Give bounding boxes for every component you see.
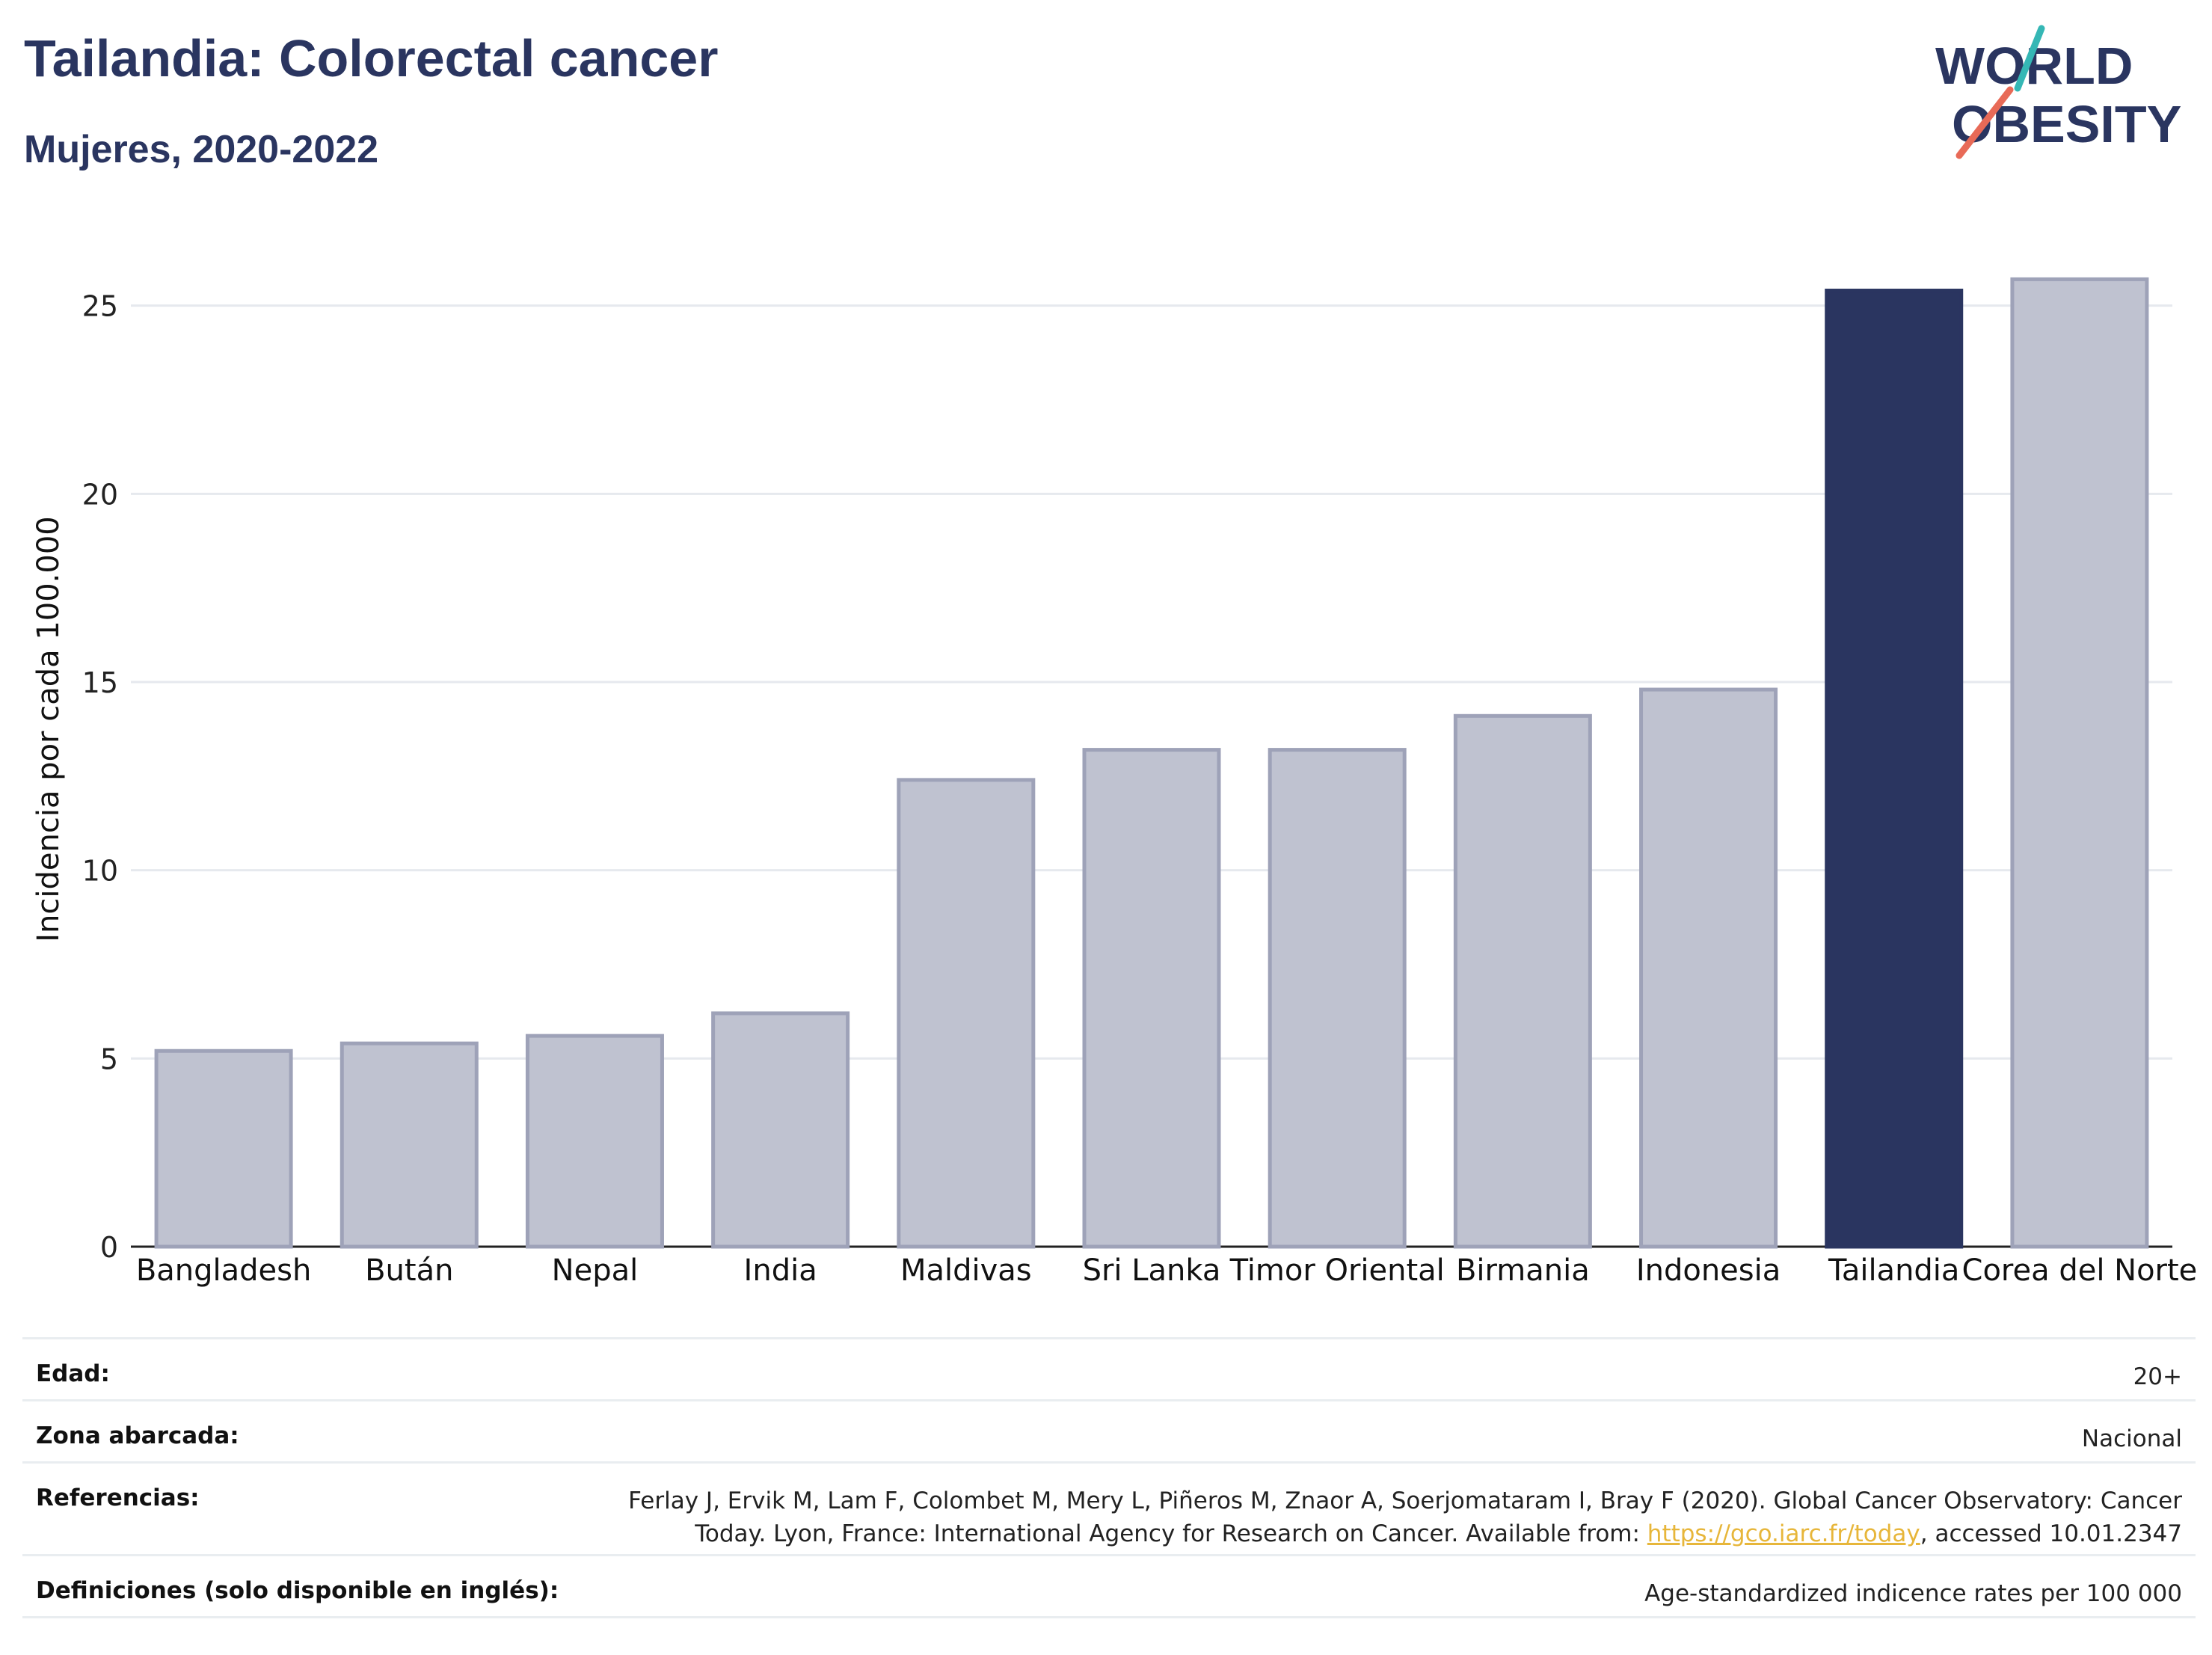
bar-maldivas[interactable] — [897, 778, 1036, 1249]
x-tick-label: Bután — [365, 1253, 453, 1288]
chart-title: Tailandia: Colorectal cancer — [24, 29, 719, 87]
meta-row-age: Edad: 20+ — [22, 1337, 2196, 1399]
logo-slash-teal — [2014, 25, 2045, 92]
x-tick-label: Indonesia — [1636, 1253, 1781, 1288]
area-value: Nacional — [2081, 1425, 2182, 1452]
x-tick-label: Corea del Norte — [1962, 1253, 2198, 1288]
references-line-2-prefix: Today. Lyon, France: International Agenc… — [695, 1520, 1647, 1547]
x-tick-label: Birmania — [1456, 1253, 1590, 1288]
x-tick-label: Timor Oriental — [1229, 1253, 1445, 1288]
y-axis-label: Incidencia por cada 100.000 — [31, 516, 66, 942]
x-tick-label: Tailandia — [1828, 1253, 1959, 1288]
bar-birmania[interactable] — [1453, 713, 1592, 1249]
bar-bangladesh[interactable] — [154, 1048, 293, 1249]
y-tick-label: 0 — [100, 1231, 118, 1264]
age-value: 20+ — [2133, 1363, 2182, 1390]
y-tick-label: 10 — [82, 855, 118, 888]
x-tick-label: Nepal — [552, 1253, 639, 1288]
chart-subtitle: Mujeres, 2020-2022 — [24, 128, 379, 171]
meta-row-definitions: Definiciones (solo disponible en inglés)… — [22, 1554, 2196, 1618]
bar-indonesia[interactable] — [1639, 687, 1778, 1249]
meta-row-references: Referencias: Ferlay J, Ervik M, Lam F, C… — [22, 1461, 2196, 1554]
logo-slash-coral — [1956, 86, 2014, 159]
x-tick-label: Maldivas — [900, 1253, 1032, 1288]
y-tick-label: 15 — [82, 666, 118, 699]
metadata-table: Edad: 20+ Zona abarcada: Nacional Refere… — [22, 1337, 2196, 1618]
area-label: Zona abarcada: — [36, 1422, 239, 1449]
x-tick-label: Bangladesh — [136, 1253, 312, 1288]
references-value: Ferlay J, Ervik M, Lam F, Colombet M, Me… — [628, 1484, 2182, 1550]
references-line-1: Ferlay J, Ervik M, Lam F, Colombet M, Me… — [628, 1487, 2182, 1514]
x-tick-label: Sri Lanka — [1083, 1253, 1221, 1288]
references-link[interactable]: https://gco.iarc.fr/today — [1647, 1520, 1920, 1547]
bar-nepal[interactable] — [525, 1034, 664, 1249]
bar-sri-lanka[interactable] — [1082, 748, 1221, 1249]
bar-india[interactable] — [711, 1011, 850, 1249]
y-tick-label: 20 — [82, 478, 118, 511]
bar-timor-oriental[interactable] — [1268, 748, 1407, 1249]
age-label: Edad: — [36, 1360, 110, 1387]
bar-but-n[interactable] — [340, 1041, 479, 1249]
references-line-2-suffix: , accessed 10.01.2347 — [1920, 1520, 2182, 1547]
x-tick-label: India — [744, 1253, 817, 1288]
meta-row-area: Zona abarcada: Nacional — [22, 1399, 2196, 1461]
y-tick-label: 25 — [82, 290, 118, 323]
bar-tailandia[interactable] — [1825, 289, 1964, 1249]
logo-text-obesity: OBESITY — [1952, 95, 2181, 153]
definitions-label: Definiciones (solo disponible en inglés)… — [36, 1577, 559, 1604]
definitions-value: Age-standardized indicence rates per 100… — [1644, 1580, 2182, 1607]
bar-corea-del-norte[interactable] — [2010, 277, 2149, 1249]
y-tick-label: 5 — [100, 1043, 118, 1075]
world-obesity-logo: WORLD OBESITY — [1935, 25, 2181, 159]
references-label: Referencias: — [36, 1484, 200, 1511]
bar-chart: Bangladesh Bután Nepal India Maldivas Sri Lan… — [31, 277, 2198, 1288]
